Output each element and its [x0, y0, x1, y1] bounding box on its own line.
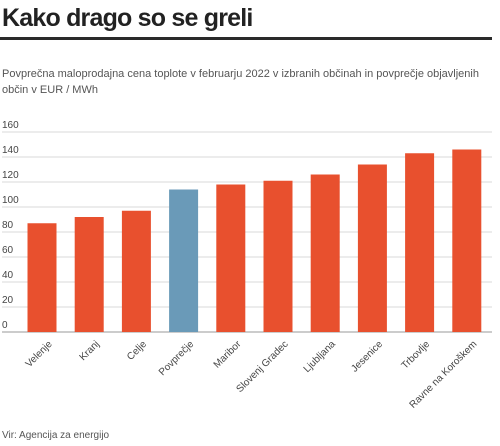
bar-trbovlje — [405, 153, 435, 332]
x-axis-category-labels: Velenje Kranj Celje Povprečje MariborSlovenj… — [24, 338, 480, 410]
x-category-label: Slovenj Gradec — [235, 339, 291, 395]
bar-velenje — [27, 223, 57, 332]
bar-jesenice — [357, 164, 387, 332]
x-category-label: Maribor — [212, 338, 244, 370]
y-tick-label: 20 — [2, 295, 14, 306]
x-category-label: Kranj — [78, 339, 102, 363]
x-category-label: Velenje — [24, 339, 55, 370]
title-rule — [0, 37, 492, 40]
y-tick-label: 140 — [2, 145, 19, 156]
x-category-label: Trbovlje — [400, 339, 433, 372]
chart-subtitle: Povprečna maloprodajna cena toplote v fe… — [2, 68, 479, 96]
chart-title: Kako drago so se greli — [2, 4, 253, 32]
y-axis-tick-labels: 0 20 40 60 80 100 120 140 160 — [2, 120, 19, 331]
y-tick-label: 100 — [2, 195, 19, 206]
bar-ljubljana — [310, 174, 340, 332]
source-note: Vir: Agencija za energijo — [2, 430, 110, 441]
x-category-label: Ljubljana — [302, 339, 338, 375]
x-category-label: Jesenice — [349, 339, 385, 375]
bars — [27, 149, 482, 332]
bar-povprečje — [169, 189, 199, 332]
x-category-label: Povprečje — [157, 339, 197, 379]
y-tick-label: 120 — [2, 170, 19, 181]
y-tick-label: 80 — [2, 220, 14, 231]
y-tick-label: 0 — [2, 320, 8, 331]
bar-kranj — [74, 217, 104, 332]
y-tick-label: 60 — [2, 245, 14, 256]
y-tick-label: 40 — [2, 270, 14, 281]
bar-slovenj-gradec — [263, 180, 293, 332]
bar-celje — [121, 210, 151, 332]
y-tick-label: 160 — [2, 120, 19, 131]
x-category-label: Celje — [125, 339, 149, 363]
bar-ravne-na-koroškem — [452, 149, 482, 332]
bar-maribor — [216, 184, 246, 332]
